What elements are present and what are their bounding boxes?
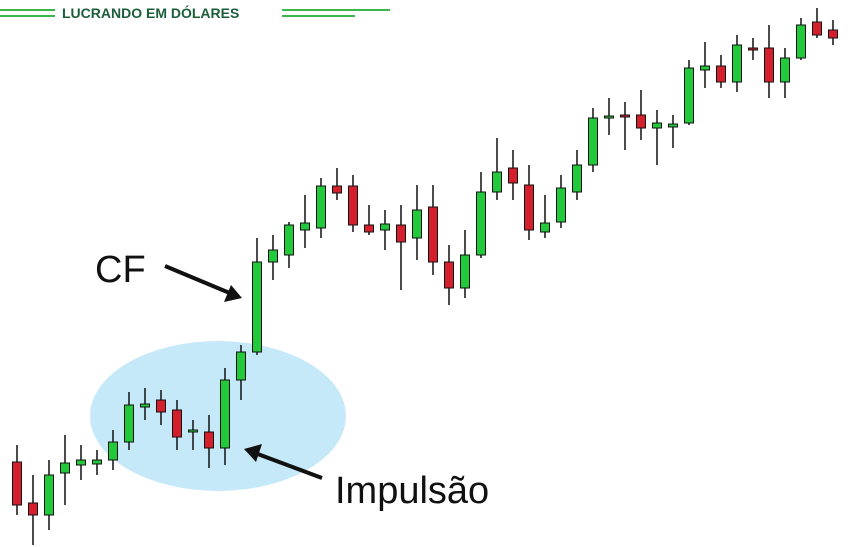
candle-body [124,404,134,443]
candle-body [684,67,694,124]
arrow-head [224,285,242,302]
candle-body [540,222,550,233]
candle-body [60,462,70,474]
candle-body [764,47,774,83]
candle-body [780,57,790,83]
candle-body [748,47,758,51]
candle-body [524,184,534,231]
candle-body [204,431,214,449]
candle-body [828,29,838,39]
candle-body [588,117,598,166]
candle-body [284,224,294,256]
candle-body [188,429,198,433]
candle-body [28,502,38,516]
candle-body [508,167,518,184]
cf-label: CF [95,249,146,291]
candle-body [636,114,646,129]
candle-body [460,254,470,289]
candle-body [572,164,582,193]
candle-body [796,24,806,59]
candles [12,8,838,545]
candle-body [12,461,22,506]
candle-body [348,185,358,226]
candle-body [108,441,118,461]
candle-body [92,459,102,465]
candle-body [236,351,246,381]
logo: LUCRANDO EM DÓLARES [0,4,390,21]
candle-body [732,44,742,83]
candle-body [556,187,566,223]
candle-body [156,399,166,413]
candle-body [252,261,262,353]
candle-body [172,409,182,438]
candle-body [396,224,406,243]
candle-body [268,249,278,263]
arrow [164,264,233,296]
candle-body [220,379,230,449]
candle-body [444,261,454,289]
arrow [254,451,323,480]
impulse-label: Impulsão [335,470,489,512]
candle-body [412,209,422,239]
impulse-zone [90,341,346,491]
candle-body [364,224,374,233]
candle-body [652,122,662,129]
candle-body [476,191,486,256]
candle-body [76,459,86,466]
candle-body [668,123,678,128]
candle-body [700,65,710,71]
candle-body [716,65,726,83]
candle-body [380,223,390,231]
candle-body [428,206,438,263]
brand: LUCRANDO EM DÓLARES [62,4,239,21]
candle-body [44,474,54,516]
candle-body [316,185,326,229]
candle-body [812,21,822,36]
arrow-head [244,444,262,462]
candle-body [620,114,630,118]
candle-body [300,222,310,231]
candle-body [140,403,150,408]
candle-body [604,115,614,119]
candle-body [492,171,502,193]
candle-body [332,185,342,194]
